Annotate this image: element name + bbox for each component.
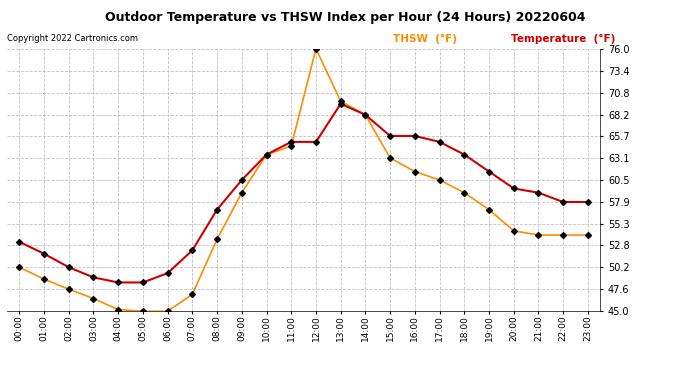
Text: Temperature  (°F): Temperature (°F) xyxy=(511,34,615,44)
Text: Outdoor Temperature vs THSW Index per Hour (24 Hours) 20220604: Outdoor Temperature vs THSW Index per Ho… xyxy=(105,11,585,24)
Text: THSW  (°F): THSW (°F) xyxy=(393,34,457,44)
Text: Copyright 2022 Cartronics.com: Copyright 2022 Cartronics.com xyxy=(7,34,138,43)
